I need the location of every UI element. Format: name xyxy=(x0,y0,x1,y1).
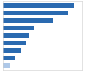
Bar xyxy=(3,11,68,15)
Bar xyxy=(3,18,53,23)
Bar xyxy=(3,63,10,68)
Bar xyxy=(3,56,15,60)
Bar xyxy=(3,48,21,53)
Bar xyxy=(3,33,30,38)
Bar xyxy=(3,26,34,30)
Bar xyxy=(3,41,26,45)
Bar xyxy=(3,3,74,8)
